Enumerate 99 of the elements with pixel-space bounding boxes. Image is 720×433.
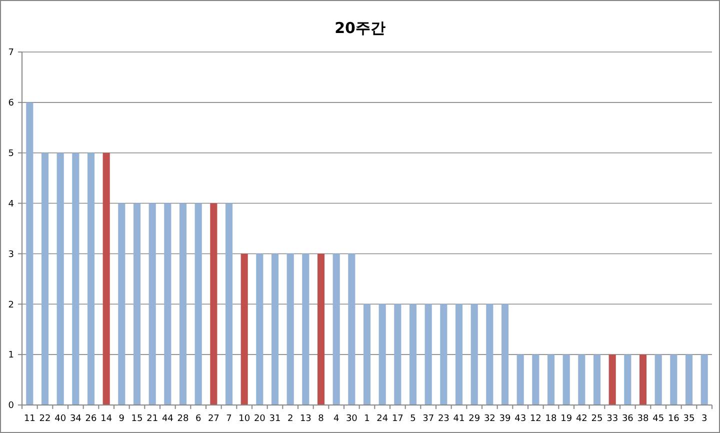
bar <box>72 152 80 405</box>
x-tick-label: 28 <box>177 414 189 424</box>
x-tick-label: 42 <box>576 414 588 424</box>
bar <box>394 304 402 405</box>
bar <box>210 203 218 405</box>
bar <box>179 203 187 405</box>
bar <box>164 203 172 405</box>
x-tick-label: 35 <box>683 414 695 424</box>
bar <box>532 354 540 405</box>
x-tick-label: 32 <box>484 414 496 424</box>
bar <box>424 304 432 405</box>
bar <box>225 203 233 405</box>
x-tick-label: 15 <box>131 414 143 424</box>
bar <box>133 203 141 405</box>
x-tick-label: 45 <box>652 414 664 424</box>
y-tick-label: 7 <box>8 48 14 58</box>
bar <box>685 354 693 405</box>
x-tick-label: 1 <box>364 414 370 424</box>
x-tick-label: 12 <box>530 414 542 424</box>
bar <box>332 254 340 405</box>
x-tick-label: 23 <box>438 414 450 424</box>
x-tick-label: 38 <box>637 414 649 424</box>
x-tick-label: 6 <box>195 414 202 424</box>
x-tick-label: 34 <box>70 414 82 424</box>
x-tick-label: 13 <box>300 414 312 424</box>
x-tick-label: 31 <box>269 414 281 424</box>
bar <box>440 304 448 405</box>
bar <box>378 304 386 405</box>
bar <box>670 354 678 405</box>
bar <box>363 304 371 405</box>
bar <box>26 102 34 405</box>
y-tick-label: 6 <box>8 98 14 109</box>
bar <box>501 304 509 405</box>
bar <box>194 203 202 405</box>
x-tick-label: 8 <box>318 414 324 424</box>
x-tick-label: 39 <box>499 414 511 424</box>
x-tick-label: 29 <box>468 414 480 424</box>
x-tick-label: 40 <box>54 414 66 424</box>
bar <box>654 354 662 405</box>
x-tick-label: 24 <box>376 414 388 424</box>
bar <box>455 304 463 405</box>
bar <box>516 354 524 405</box>
x-tick-label: 30 <box>346 414 358 424</box>
x-tick-label: 17 <box>392 414 404 424</box>
bar <box>547 354 555 405</box>
bar <box>256 254 264 405</box>
x-tick-label: 41 <box>453 414 465 424</box>
bar <box>470 304 478 405</box>
y-tick-label: 2 <box>8 300 14 310</box>
y-tick-label: 4 <box>8 199 14 210</box>
x-tick-label: 25 <box>591 414 603 424</box>
bar <box>639 354 647 405</box>
bar <box>624 354 632 405</box>
x-tick-label: 10 <box>238 414 250 424</box>
x-tick-label: 2 <box>287 414 294 424</box>
bar <box>562 354 570 405</box>
x-tick-label: 43 <box>514 414 526 424</box>
x-tick-label: 18 <box>545 414 557 424</box>
x-tick-label: 9 <box>118 414 125 424</box>
bar <box>102 152 110 405</box>
bar <box>608 354 616 405</box>
x-tick-label: 21 <box>146 414 158 424</box>
y-tick-label: 5 <box>8 149 14 160</box>
x-tick-label: 36 <box>622 414 634 424</box>
bar <box>118 203 126 405</box>
x-tick-label: 7 <box>226 414 232 424</box>
x-tick-label: 3 <box>701 414 708 424</box>
x-tick-label: 14 <box>100 414 112 424</box>
bar <box>578 354 586 405</box>
x-tick-label: 27 <box>208 414 220 424</box>
x-tick-label: 33 <box>606 414 618 424</box>
bar <box>409 304 417 405</box>
x-tick-label: 22 <box>39 414 51 424</box>
x-tick-label: 11 <box>24 414 36 424</box>
bar <box>700 354 708 405</box>
bar <box>348 254 356 405</box>
bar <box>271 254 279 405</box>
x-tick-label: 20 <box>254 414 266 424</box>
x-tick-label: 26 <box>85 414 97 424</box>
bar <box>317 254 325 405</box>
y-tick-label: 3 <box>8 250 14 260</box>
bar <box>486 304 494 405</box>
bar <box>302 254 310 405</box>
bar <box>148 203 156 405</box>
chart-title: 20주간 <box>334 19 386 37</box>
x-tick-label: 19 <box>560 414 572 424</box>
bar <box>41 152 49 405</box>
x-tick-label: 16 <box>668 414 680 424</box>
bar <box>593 354 601 405</box>
x-tick-label: 5 <box>410 414 416 424</box>
y-tick-label: 1 <box>8 350 14 361</box>
bar <box>286 254 294 405</box>
bar <box>240 254 248 405</box>
bar <box>56 152 64 405</box>
x-tick-label: 37 <box>422 414 434 424</box>
y-tick-label: 0 <box>8 401 14 412</box>
bar <box>87 152 95 405</box>
x-tick-label: 4 <box>333 414 340 424</box>
x-tick-label: 44 <box>162 414 174 424</box>
